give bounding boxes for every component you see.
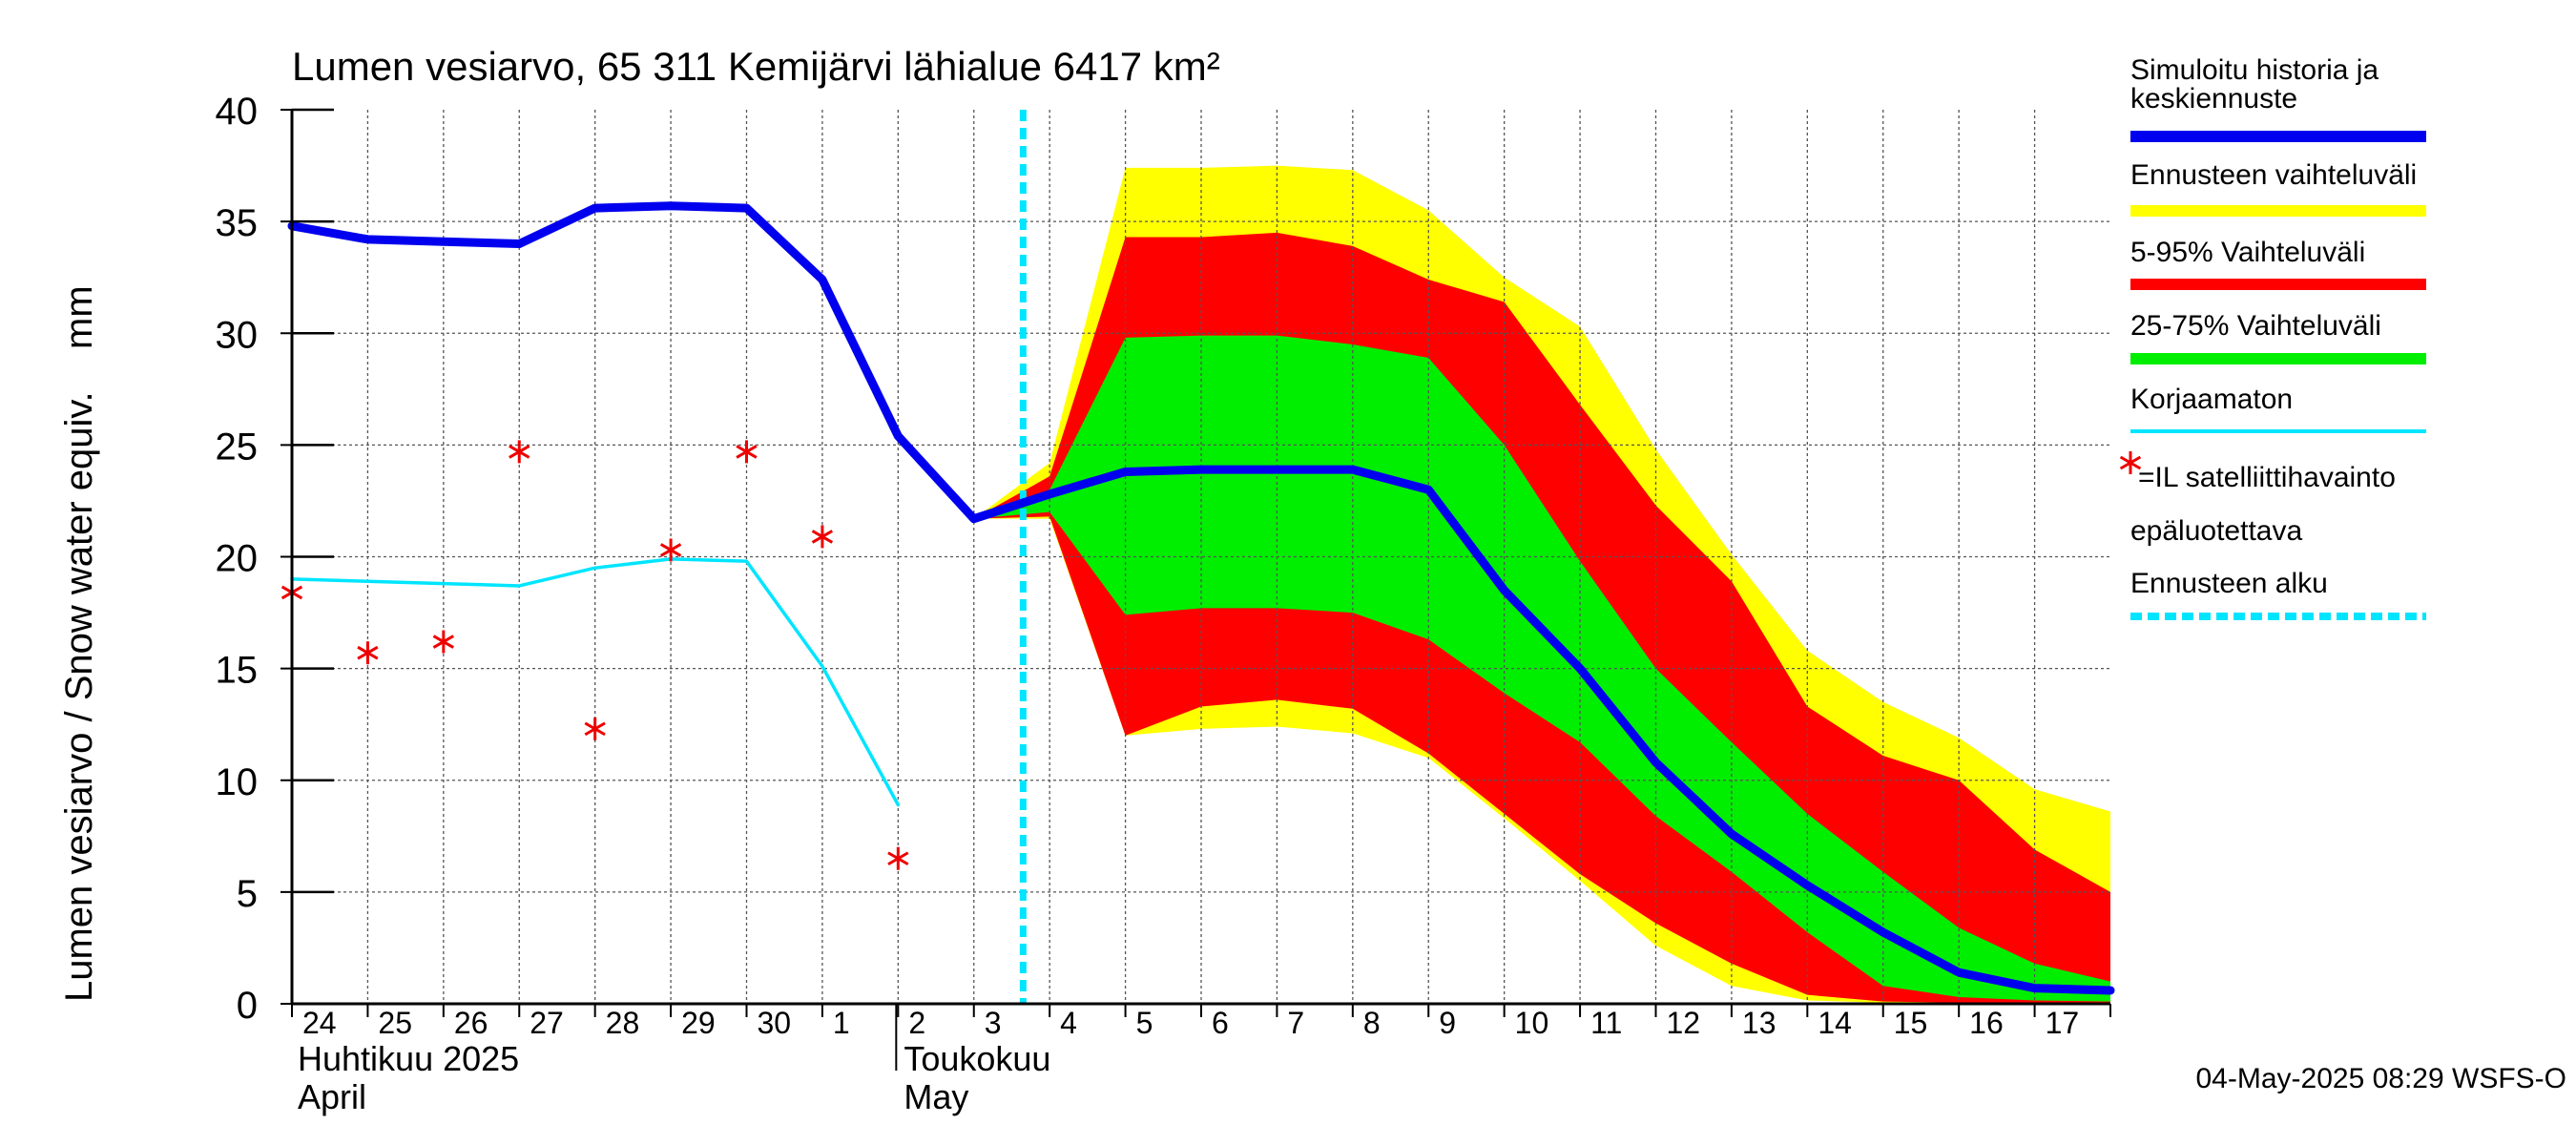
forecast-bands xyxy=(973,165,2110,1004)
marker-stroke xyxy=(887,851,909,866)
legend-label: =IL satelliittihavainto xyxy=(2138,462,2396,493)
satellite-marker xyxy=(509,440,530,464)
legend-item: Korjaamaton xyxy=(2130,384,2426,433)
x-tick-label: 7 xyxy=(1287,1006,1304,1040)
footer-timestamp: 04-May-2025 08:29 WSFS-O xyxy=(2196,1063,2567,1094)
legend-label-2: epäluotettava xyxy=(2130,515,2302,547)
y-tick-label: 5 xyxy=(237,873,258,915)
legend-label: Ennusteen alku xyxy=(2130,568,2328,599)
legend-item: =IL satelliittihavainto epäluotettava xyxy=(2119,451,2396,547)
simulated-history-line xyxy=(287,201,2115,995)
legend-label: Ennusteen vaihteluväli xyxy=(2130,159,2417,191)
satellite-marker xyxy=(584,717,606,740)
x-tick-label: 9 xyxy=(1439,1006,1456,1040)
x-tick-label: 6 xyxy=(1212,1006,1229,1040)
y-tick-label: 40 xyxy=(216,91,259,133)
y-tick-label: 10 xyxy=(216,761,259,803)
marker-stroke xyxy=(736,445,758,459)
marker-stroke xyxy=(509,445,530,459)
x-tick-label: 5 xyxy=(1136,1006,1153,1040)
marker-stroke xyxy=(811,530,834,544)
satellite-marker xyxy=(887,846,909,870)
grid-lines xyxy=(292,110,2110,1004)
legend-label-2: keskiennuste xyxy=(2130,83,2297,114)
x-tick-label: 13 xyxy=(1742,1006,1776,1040)
y-axis-label: Lumen vesiarvo / Snow water equiv. mm xyxy=(58,285,100,1002)
x-tick-label: 10 xyxy=(1515,1006,1549,1040)
x-tick-label: 17 xyxy=(2046,1006,2080,1040)
y-tick-label: 20 xyxy=(216,538,259,580)
x-tick-label: 26 xyxy=(454,1006,488,1040)
marker-stroke xyxy=(2119,455,2142,470)
satellite-marker xyxy=(736,440,758,464)
legend-marker-icon xyxy=(2119,451,2142,474)
legend-label: Korjaamaton xyxy=(2130,384,2293,415)
marker-stroke xyxy=(432,635,454,649)
satellite-marker xyxy=(432,630,454,654)
legend-item: Ennusteen vaihteluväli xyxy=(2130,159,2426,217)
y-tick-label: 0 xyxy=(237,985,258,1027)
legend-label: 5-95% Vaihteluväli xyxy=(2130,237,2365,268)
x-tick-label: 4 xyxy=(1060,1006,1077,1040)
legend-item: 25-75% Vaihteluväli xyxy=(2130,310,2426,364)
x-tick-label: 3 xyxy=(985,1006,1002,1040)
month-label: Toukokuu xyxy=(904,1039,1050,1078)
y-tick-label: 25 xyxy=(216,426,259,468)
x-tick-label: 12 xyxy=(1667,1006,1701,1040)
legend-item: 5-95% Vaihteluväli xyxy=(2130,237,2426,290)
marker-stroke xyxy=(584,721,606,737)
uncorrected-line xyxy=(290,557,901,807)
x-tick-label: 11 xyxy=(1590,1006,1622,1040)
marker-stroke xyxy=(659,543,682,557)
x-tick-label: 30 xyxy=(758,1006,792,1040)
marker-stroke xyxy=(357,645,379,660)
month-label-en: April xyxy=(298,1077,366,1116)
month-label-en: May xyxy=(904,1077,968,1116)
x-tick-label: 29 xyxy=(681,1006,716,1040)
x-tick-label: 16 xyxy=(1969,1006,2004,1040)
x-tick-label: 8 xyxy=(1363,1006,1381,1040)
satellite-marker xyxy=(659,538,682,562)
x-tick-label: 2 xyxy=(908,1006,925,1040)
chart-title: Lumen vesiarvo, 65 311 Kemijärvi lähialu… xyxy=(292,44,1220,89)
y-tick-label: 15 xyxy=(216,650,259,692)
legend-label: Simuloitu historia ja xyxy=(2130,54,2379,86)
x-tick-label: 28 xyxy=(606,1006,640,1040)
x-tick-label: 25 xyxy=(378,1006,412,1040)
y-tick-label: 35 xyxy=(216,202,259,244)
x-tick-label: 14 xyxy=(1818,1006,1852,1040)
x-tick-label: 1 xyxy=(833,1006,850,1040)
satellite-marker xyxy=(811,525,834,549)
legend-item: Ennusteen alku xyxy=(2130,568,2426,620)
x-tick-label: 24 xyxy=(302,1006,337,1040)
month-label: Huhtikuu 2025 xyxy=(298,1039,519,1078)
y-tick-label: 30 xyxy=(216,314,259,356)
legend-label: 25-75% Vaihteluväli xyxy=(2130,310,2381,342)
x-tick-label: 15 xyxy=(1894,1006,1928,1040)
satellite-marker xyxy=(357,641,379,665)
series-lines xyxy=(287,110,2115,1004)
x-tick-label: 27 xyxy=(530,1006,564,1040)
